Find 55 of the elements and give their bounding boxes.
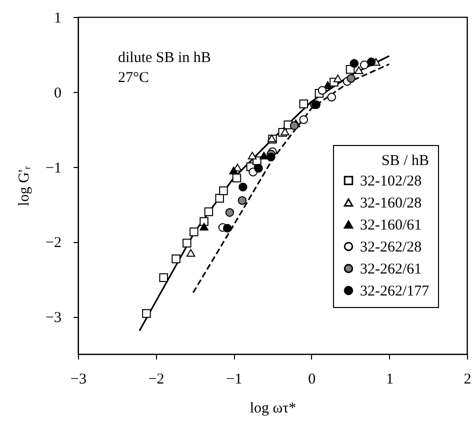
legend-label: 32-160/61 [360,218,422,234]
point [333,74,342,82]
point [219,186,228,196]
x-tick-label: 0 [308,372,316,388]
x-tick-label: −3 [70,372,86,388]
point [299,100,308,108]
legend-label: 32-160/28 [360,196,422,212]
point [204,207,214,216]
point [366,58,376,66]
point [290,121,299,130]
point [232,174,242,182]
point [182,238,192,248]
y-tick-label: −3 [46,310,62,326]
x-tick-label: 1 [386,372,394,388]
x-axis-title: log ωτ* [250,400,296,416]
legend-label: 32-262/177 [360,284,430,300]
x-tick-label: −1 [226,372,242,388]
point [238,182,248,192]
y-tick-label: 1 [54,10,62,26]
point [238,196,247,205]
point [254,164,263,173]
legend-label: 32-102/28 [360,174,422,190]
point [200,217,208,226]
point [186,249,196,257]
point [280,128,290,136]
point [215,194,224,203]
legend-title: SB / hB [381,153,429,169]
x-tick-label: −2 [148,372,164,388]
x-tick-label: 2 [464,372,472,388]
legend-label: 32-262/28 [360,240,422,256]
point [299,115,308,124]
point [223,224,232,233]
legend-label: 32-262/61 [360,262,422,278]
point [142,309,151,318]
point [172,254,180,264]
y-tick-label: −1 [46,160,62,176]
point [225,208,234,217]
point [346,74,356,83]
annotation: dilute SB in hB [118,50,211,66]
point [159,273,168,282]
point [190,228,198,236]
point [248,152,257,160]
point [350,59,359,68]
point [260,152,268,160]
annotation: 27°C [118,70,150,86]
point [266,152,276,162]
point [229,166,238,174]
y-tick-label: 0 [54,85,62,102]
y-tick-label: −2 [46,235,62,252]
point [200,222,208,231]
y-axis-title: log G'ᵣ [16,166,33,206]
point [327,92,336,102]
point [318,86,327,95]
point [323,81,332,90]
point [354,66,364,74]
